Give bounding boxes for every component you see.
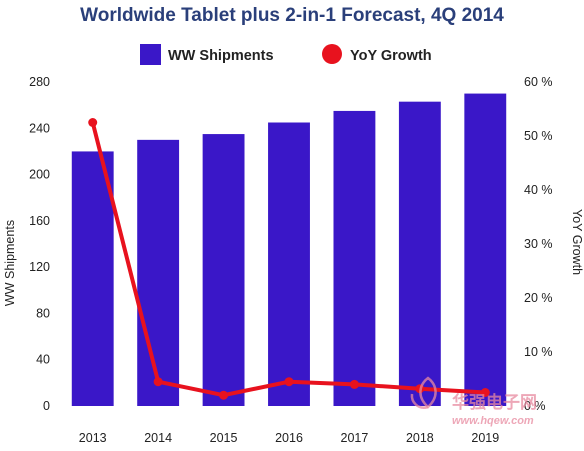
y2-tick-label: 20 % xyxy=(524,291,553,305)
growth-point-2019 xyxy=(480,388,490,397)
growth-point-2017 xyxy=(349,379,359,389)
legend-swatch-shipments xyxy=(140,44,161,65)
y2-tick-label: 50 % xyxy=(524,129,553,143)
bar-2013 xyxy=(71,151,114,406)
chart-title: Worldwide Tablet plus 2-in-1 Forecast, 4… xyxy=(80,5,504,26)
x-axis: 2013 2014 2015 2016 2017 2018 2019 xyxy=(79,431,499,445)
x-tick-label: 2019 xyxy=(471,431,499,445)
growth-point-2015 xyxy=(219,390,229,400)
legend: WW Shipments YoY Growth xyxy=(140,44,432,65)
bar-2017 xyxy=(333,110,376,406)
bar-2019 xyxy=(464,93,507,407)
y-axis-left-label: WW Shipments xyxy=(3,220,17,306)
y-axis-right-label: YoY Growth xyxy=(570,209,584,275)
x-tick-label: 2017 xyxy=(341,431,369,445)
bar-2016 xyxy=(268,122,310,406)
watermark xyxy=(410,376,437,409)
y-axis-right: 0 % 10 % 20 % 30 % 40 % 50 % 60 % xyxy=(524,75,553,413)
x-tick-label: 2013 xyxy=(79,431,107,445)
y-tick-label: 240 xyxy=(29,121,50,135)
x-tick-label: 2014 xyxy=(144,431,172,445)
y-tick-label: 40 xyxy=(36,353,50,367)
y2-tick-label: 40 % xyxy=(524,183,553,197)
bar-2018 xyxy=(398,101,441,407)
legend-label-growth: YoY Growth xyxy=(350,48,432,64)
growth-point-2013 xyxy=(88,118,98,127)
y-axis-left: 0 40 80 120 160 200 240 280 xyxy=(29,75,50,413)
bar-series-shipments xyxy=(71,93,507,407)
x-tick-label: 2016 xyxy=(275,431,303,445)
legend-swatch-growth xyxy=(322,44,342,64)
y-tick-label: 0 xyxy=(43,399,50,413)
x-tick-label: 2018 xyxy=(406,431,434,445)
y2-tick-label: 10 % xyxy=(524,345,553,359)
y-tick-label: 160 xyxy=(29,214,50,228)
y-tick-label: 280 xyxy=(29,75,50,89)
y-tick-label: 120 xyxy=(29,260,50,274)
watermark-url: www.hqew.com xyxy=(452,415,534,427)
legend-label-shipments: WW Shipments xyxy=(168,48,274,64)
y2-tick-label: 60 % xyxy=(524,75,553,89)
y-tick-label: 200 xyxy=(29,168,50,182)
x-tick-label: 2015 xyxy=(210,431,238,445)
y-tick-label: 80 xyxy=(36,306,50,320)
bar-2014 xyxy=(137,139,180,406)
bar-2015 xyxy=(202,134,245,407)
y2-tick-label: 30 % xyxy=(524,237,553,251)
watermark-logo-swirl-icon xyxy=(410,393,429,409)
growth-point-2014 xyxy=(153,377,163,387)
watermark-logo-icon xyxy=(419,376,437,409)
y2-tick-label: 0 % xyxy=(524,399,546,413)
watermark-text: 华强电子网 xyxy=(452,392,537,413)
growth-point-2016 xyxy=(284,377,294,387)
